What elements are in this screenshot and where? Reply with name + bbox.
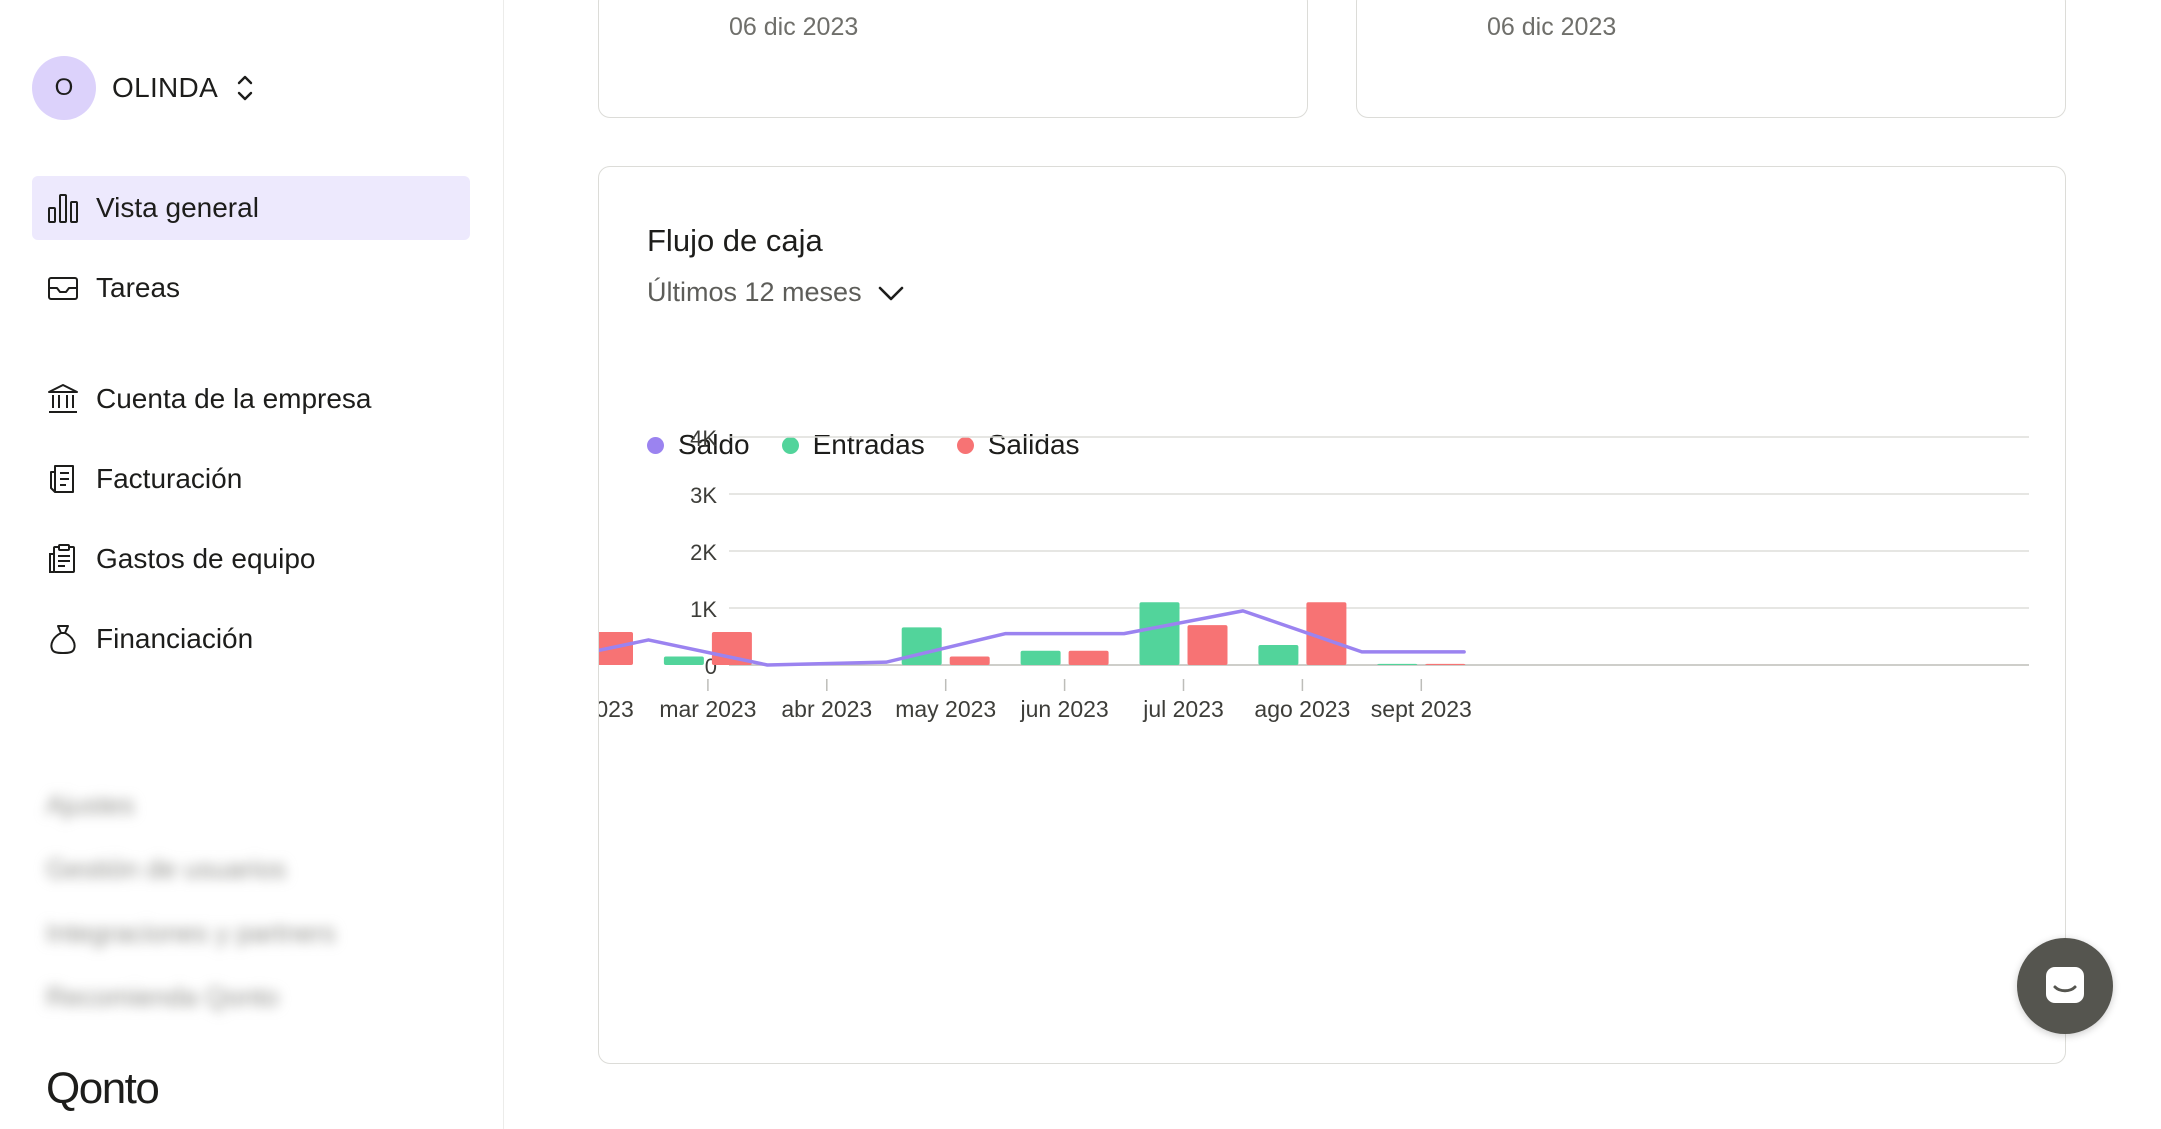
- x-tick-label: mar 2023: [659, 696, 756, 722]
- legend-label: Saldo: [678, 429, 750, 460]
- sidebar-item-recomienda[interactable]: Recomienda Qonto: [46, 982, 279, 1012]
- qonto-logo: Qonto: [46, 1064, 160, 1113]
- y-tick-label: 3K: [690, 483, 717, 508]
- legend-label: Salidas: [987, 429, 1080, 460]
- y-tick-label: 4K: [690, 426, 717, 451]
- bar-salidas: [1187, 625, 1228, 665]
- sidebar-item-label: Facturación: [96, 463, 243, 494]
- chevron-up-down-icon: [237, 75, 253, 101]
- sidebar-item-label: Tareas: [96, 272, 181, 303]
- bar-chart-icon: [48, 194, 78, 223]
- card-date: 06 dic 2023: [729, 13, 859, 41]
- bar-salidas: [1425, 663, 1466, 665]
- org-avatar-initial: O: [54, 74, 74, 101]
- receipt-icon: [49, 544, 75, 573]
- sidebar-item-label: Gastos de equipo: [96, 543, 316, 574]
- card-title: Flujo de caja: [647, 223, 823, 258]
- invoice-icon: [50, 465, 74, 493]
- y-tick-label: 1K: [690, 597, 717, 622]
- legend-label: Entradas: [812, 429, 925, 460]
- bar-entradas: [1258, 645, 1299, 665]
- bar-entradas: [1139, 602, 1180, 665]
- bar-salidas: [1306, 602, 1347, 665]
- organization-switcher[interactable]: O OLINDA: [32, 56, 254, 120]
- bar-entradas: [1020, 650, 1061, 665]
- sidebar-item-tareas[interactable]: Tareas: [32, 256, 470, 320]
- sidebar-item-gastos-equipo[interactable]: Gastos de equipo: [32, 527, 470, 591]
- x-tick-label: jul 2023: [1142, 696, 1224, 722]
- x-tick-label: feb 2023: [599, 696, 634, 722]
- org-avatar: O: [32, 56, 96, 120]
- x-tick-label: may 2023: [895, 696, 996, 722]
- sidebar-item-facturacion[interactable]: Facturación: [32, 447, 470, 511]
- bar-entradas: [901, 627, 942, 665]
- org-name: OLINDA: [112, 72, 219, 103]
- chat-support-button[interactable]: [2017, 938, 2113, 1034]
- bar-entradas: [1377, 663, 1418, 665]
- sidebar-item-integraciones[interactable]: Integraciones y partners: [46, 918, 336, 948]
- x-tick-label: jun 2023: [1019, 696, 1108, 722]
- legend-item-saldo[interactable]: Saldo: [647, 429, 750, 461]
- bar-entradas: [663, 656, 704, 665]
- legend-item-entradas[interactable]: Entradas: [781, 429, 925, 461]
- sidebar-item-financiacion[interactable]: Financiación: [32, 607, 470, 671]
- legend-item-salidas[interactable]: Salidas: [956, 429, 1080, 461]
- sidebar-item-label: Financiación: [96, 623, 254, 654]
- chart-legend: Saldo Entradas Salidas: [647, 429, 1112, 461]
- sidebar-item-label: Vista general: [96, 192, 259, 223]
- summary-card-left: 06 dic 2023: [598, 0, 1308, 118]
- chat-icon: [2046, 967, 2084, 1003]
- sidebar-item-label: Cuenta de la empresa: [96, 383, 372, 414]
- inbox-icon: [48, 277, 78, 300]
- y-tick-label: 2K: [690, 540, 717, 565]
- period-dropdown[interactable]: Últimos 12 meses: [647, 277, 906, 308]
- bank-icon: [48, 384, 78, 413]
- sidebar-item-gestion-usuarios[interactable]: Gestión de usuarios: [46, 854, 287, 884]
- x-tick-label: ago 2023: [1254, 696, 1350, 722]
- cash-flow-card: Flujo de caja Últimos 12 meses Saldo Ent…: [598, 166, 2066, 1064]
- sidebar-item-ajustes[interactable]: Ajustes: [46, 790, 135, 820]
- legend-dot-entradas: [781, 436, 799, 454]
- x-tick-label: sept 2023: [1371, 696, 1472, 722]
- bar-salidas: [949, 656, 990, 665]
- sidebar: O OLINDA Vista general Tareas: [0, 0, 504, 1129]
- period-label: Últimos 12 meses: [647, 277, 862, 307]
- sidebar-item-vista-general[interactable]: Vista general: [32, 176, 470, 240]
- chevron-down-icon: [878, 286, 903, 300]
- money-bag-icon: [50, 625, 76, 654]
- summary-card-right: 06 dic 2023: [1356, 0, 2066, 118]
- legend-dot-salidas: [956, 436, 974, 454]
- x-tick-label: abr 2023: [781, 696, 872, 722]
- card-date: 06 dic 2023: [1487, 13, 1617, 41]
- bar-salidas: [1068, 650, 1109, 665]
- legend-dot-saldo: [647, 436, 664, 454]
- line-saldo: [599, 609, 1466, 667]
- sidebar-item-cuenta-empresa[interactable]: Cuenta de la empresa: [32, 367, 470, 431]
